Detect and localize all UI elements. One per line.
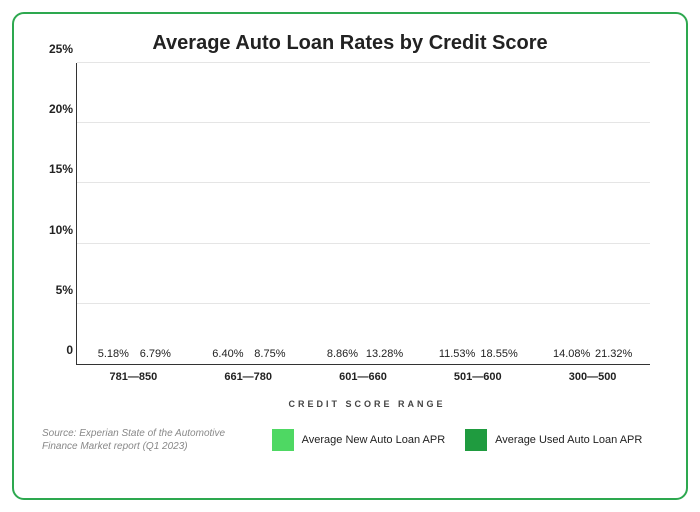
ytick: 25% bbox=[43, 42, 73, 56]
chart-area: 0 5% 10% 15% 20% 25% 5.18%6.79%6.40%8.75… bbox=[76, 63, 650, 393]
bar-value-label: 13.28% bbox=[366, 348, 403, 360]
ytick: 10% bbox=[43, 223, 73, 237]
bar-value-label: 5.18% bbox=[98, 348, 129, 360]
legend-item-used: Average Used Auto Loan APR bbox=[465, 429, 642, 451]
ytick: 15% bbox=[43, 162, 73, 176]
legend-label: Average Used Auto Loan APR bbox=[495, 434, 642, 446]
x-axis-title: CREDIT SCORE RANGE bbox=[76, 399, 658, 409]
source-text: Source: Experian State of the Automotive… bbox=[42, 427, 232, 453]
x-category-label: 781—850 bbox=[94, 365, 172, 383]
bar-value-label: 6.79% bbox=[140, 348, 171, 360]
chart-footer: Source: Experian State of the Automotive… bbox=[42, 427, 658, 453]
legend-item-new: Average New Auto Loan APR bbox=[272, 429, 446, 451]
bar-value-label: 8.86% bbox=[327, 348, 358, 360]
plot-region: 0 5% 10% 15% 20% 25% 5.18%6.79%6.40%8.75… bbox=[76, 63, 650, 365]
legend-swatch bbox=[465, 429, 487, 451]
chart-card: Average Auto Loan Rates by Credit Score … bbox=[12, 12, 688, 500]
ytick: 20% bbox=[43, 102, 73, 116]
bar-value-label: 11.53% bbox=[439, 348, 476, 360]
x-category-label: 601—660 bbox=[324, 365, 402, 383]
chart-title: Average Auto Loan Rates by Credit Score bbox=[42, 32, 658, 55]
x-category-label: 300—500 bbox=[554, 365, 632, 383]
bar-value-label: 21.32% bbox=[595, 348, 632, 360]
legend-swatch bbox=[272, 429, 294, 451]
legend-label: Average New Auto Loan APR bbox=[302, 434, 446, 446]
x-labels-row: 781—850 661—780 601—660 501—600 300—500 bbox=[76, 365, 650, 393]
x-category-label: 501—600 bbox=[439, 365, 517, 383]
bar-value-label: 18.55% bbox=[480, 348, 517, 360]
ytick: 0 bbox=[43, 343, 73, 357]
legend: Average New Auto Loan APR Average Used A… bbox=[256, 429, 658, 451]
bar-value-label: 14.08% bbox=[553, 348, 590, 360]
bar-value-label: 6.40% bbox=[212, 348, 243, 360]
bar-value-label: 8.75% bbox=[254, 348, 285, 360]
x-category-label: 661—780 bbox=[209, 365, 287, 383]
ytick: 5% bbox=[43, 283, 73, 297]
